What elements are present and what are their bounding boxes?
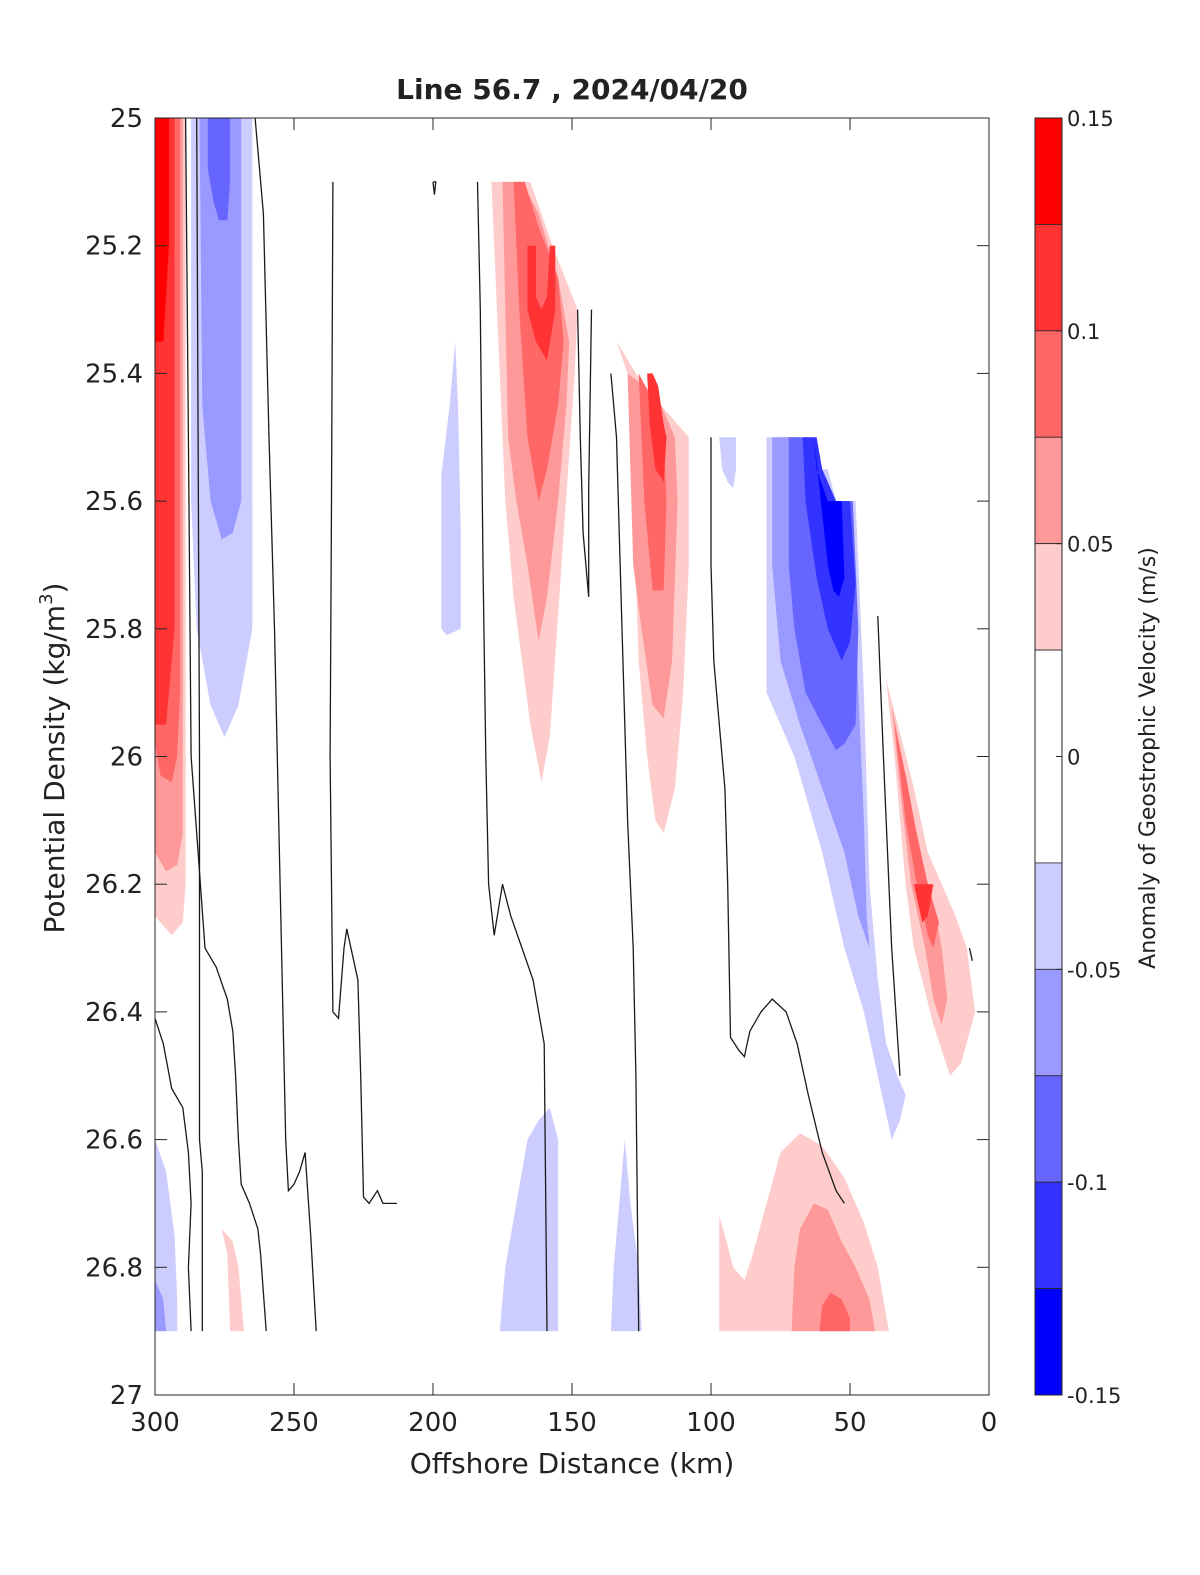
colorbar-segment	[1034, 117, 1063, 225]
colorbar-tick-label: -0.1	[1067, 1171, 1108, 1195]
y-tick-label: 25.8	[85, 615, 143, 645]
y-tick-label: 26	[110, 743, 143, 773]
colorbar-segment	[1034, 862, 1063, 970]
zero-contour-line	[710, 437, 845, 1204]
plot-area-frame	[154, 117, 990, 1396]
zero-contour-line	[329, 181, 397, 1205]
zero-contour-line	[184, 117, 267, 1332]
colorbar-tick-label: 0.05	[1067, 533, 1114, 557]
zero-contour-lines	[154, 117, 973, 1332]
zero-contour-line	[254, 117, 317, 1332]
x-tick-label: 150	[547, 1408, 597, 1438]
y-tick-label: 26.6	[85, 1126, 143, 1156]
contour-region-blue-column-270	[207, 118, 231, 221]
contour-region-blue-corner-295	[155, 1139, 178, 1332]
colorbar-segment	[1034, 1075, 1063, 1183]
contour-region-blue-deep-165	[499, 1107, 559, 1332]
x-tick-label: 0	[981, 1408, 998, 1438]
y-tick-label: 25	[110, 104, 143, 134]
filled-contours	[155, 118, 976, 1332]
colorbar-tick-labels: 0.15 0.1 0.05 0 -0.05 -0.1 -0.15	[1056, 107, 1121, 1408]
contour-region-blue-wedge-55	[813, 437, 845, 597]
y-tick-labels: 25 25.2 25.4 25.6 25.8 26 26.2 26.4 26.6 26.8 27	[85, 104, 143, 1411]
zero-contour-line	[877, 615, 901, 1076]
colorbar-tick-label: 0	[1067, 746, 1080, 770]
y-tick-label: 25.6	[85, 487, 143, 517]
contour-region-red-tongue-160	[527, 245, 556, 361]
y-tick-label: 25.4	[85, 359, 143, 389]
zero-contour-line	[154, 1018, 192, 1332]
x-tick-label: 50	[833, 1408, 866, 1438]
contour-region-red-deep-60	[791, 1203, 875, 1332]
x-tick-labels: 300 250 200 150 100 50 0	[130, 1408, 997, 1438]
zero-contour-line	[432, 181, 437, 195]
contour-region-red-sliver-20	[886, 679, 976, 1076]
y-tick-label: 27	[110, 1381, 143, 1411]
colorbar-tick-label: -0.15	[1067, 1384, 1121, 1408]
contour-region-red-sliver-20	[913, 884, 934, 923]
x-tick-label: 250	[269, 1408, 319, 1438]
x-axis-label: Offshore Distance (km)	[410, 1447, 735, 1480]
colorbar-tick-label: -0.05	[1067, 958, 1121, 982]
y-axis-label: Potential Density (kg/m3)	[36, 583, 71, 934]
y-tick-label: 26.2	[85, 870, 143, 900]
contour-region-red-tongue-120	[647, 373, 667, 482]
contour-region-blue-patch-195	[441, 341, 461, 636]
contour-region-blue-column-270	[199, 118, 242, 540]
zero-contour-line	[196, 117, 203, 1332]
contour-region-west-red-band	[155, 118, 169, 342]
x-tick-label: 100	[686, 1408, 736, 1438]
colorbar-segment	[1034, 436, 1063, 545]
y-axis-label-text: Potential Density (kg/m	[38, 605, 71, 934]
colorbar-label: Anomaly of Geostrophic Velocity (m/s)	[1136, 547, 1161, 969]
zero-contour-line	[476, 181, 548, 1332]
chart-title: Line 56.7 , 2024/04/20	[396, 73, 748, 106]
colorbar-segment	[1034, 543, 1063, 651]
colorbar-tick-label: 0.15	[1067, 107, 1114, 131]
y-tick-label: 26.8	[85, 1253, 143, 1283]
colorbar-segment	[1034, 224, 1063, 332]
contour-region-red-deep-60	[819, 1292, 850, 1332]
y-axis-label-close: )	[38, 583, 71, 594]
zero-contour-line	[576, 309, 593, 597]
contour-region-blue-corner-295	[155, 1280, 167, 1332]
y-tick-label: 25.2	[85, 232, 143, 262]
y-axis-label-superscript: 3	[36, 593, 57, 604]
contour-region-blue-patch-90	[719, 437, 736, 489]
zero-contour-line	[968, 947, 973, 961]
colorbar-segment	[1034, 968, 1063, 1077]
x-tick-label: 200	[408, 1408, 458, 1438]
x-tick-label: 300	[130, 1408, 180, 1438]
y-tick-label: 26.4	[85, 998, 143, 1028]
contour-region-red-patch-275	[221, 1229, 244, 1332]
colorbar-segment	[1034, 330, 1063, 438]
colorbar-segment	[1034, 1288, 1063, 1396]
contour-region-blue-deep-120	[610, 1139, 642, 1332]
colorbar-tick-label: 0.1	[1067, 320, 1100, 344]
zero-contour-line	[610, 373, 640, 1332]
colorbar-segment	[1034, 1181, 1063, 1289]
